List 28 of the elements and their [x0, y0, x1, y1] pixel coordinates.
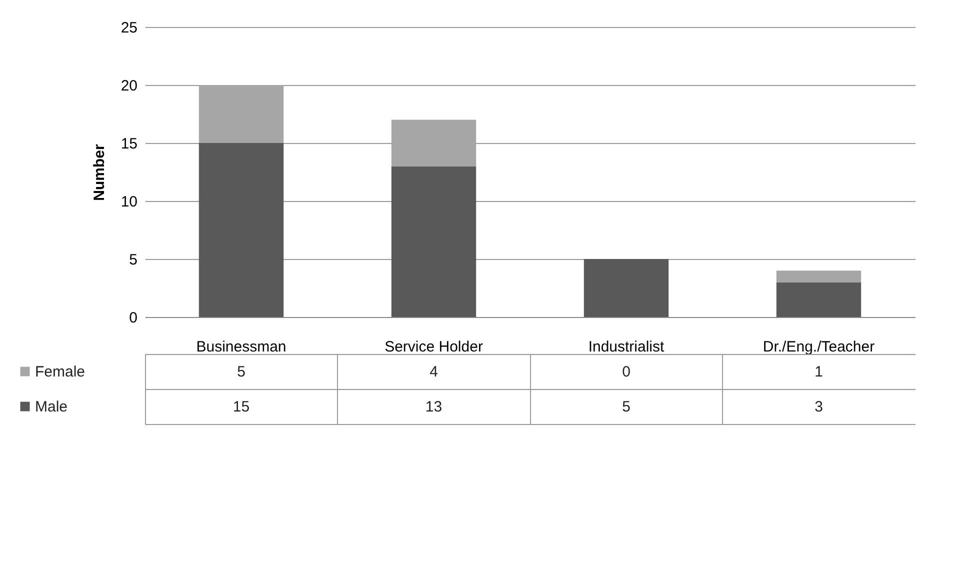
- bar: [776, 270, 862, 282]
- y-axis-title: Number: [90, 144, 108, 201]
- data-label: 0: [622, 364, 630, 380]
- x-tick-label: Service Holder: [384, 338, 483, 356]
- y-tick-label: 20: [120, 78, 138, 94]
- data-label: 13: [425, 398, 442, 416]
- x-tick-label: Businessman: [196, 338, 286, 356]
- bar: [776, 282, 862, 317]
- legend-label: Female: [35, 364, 86, 380]
- bar: [391, 166, 476, 317]
- data-label: 5: [622, 398, 630, 416]
- bar: [584, 259, 669, 317]
- x-tick-label: Industrialist: [588, 338, 666, 356]
- y-tick-label: 25: [120, 20, 138, 36]
- y-tick-label: 15: [120, 136, 138, 152]
- x-tick-label: Dr./Eng./Teacher: [762, 338, 875, 356]
- data-label: 15: [232, 398, 250, 416]
- bar: [198, 143, 284, 317]
- data-label: 5: [237, 364, 246, 380]
- y-tick-label: 0: [129, 310, 138, 326]
- data-label: 3: [814, 398, 823, 416]
- bar: [391, 120, 476, 166]
- legend-label: Male: [35, 398, 68, 416]
- data-label: 1: [814, 364, 823, 380]
- y-tick-label: 5: [129, 252, 138, 268]
- bar: [198, 85, 284, 143]
- y-tick-label: 10: [120, 194, 138, 210]
- data-label: 4: [430, 364, 438, 380]
